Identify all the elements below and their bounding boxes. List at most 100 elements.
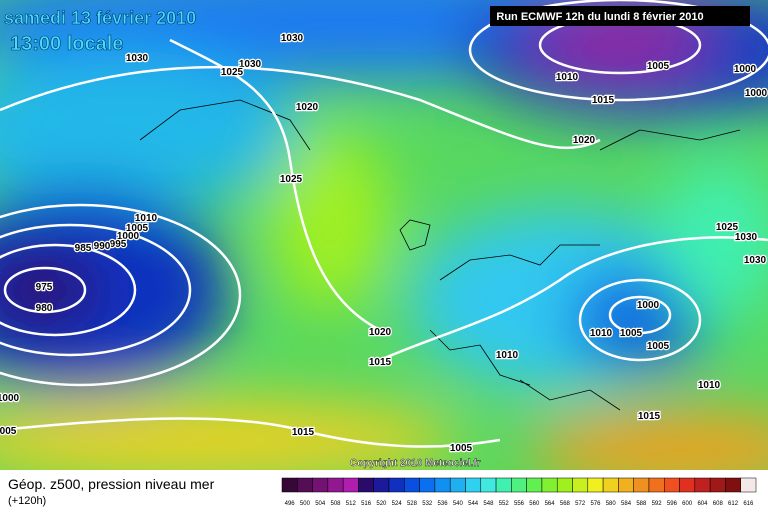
run-box [490, 6, 750, 26]
isobar-label: 1030 [281, 33, 304, 44]
colorbar-swatch [495, 477, 512, 493]
colorbar-label: 524 [392, 501, 403, 507]
colorbar: 496 500 504 508 512 516 520 524 528 532 536 540 544 5… [281, 477, 757, 507]
isobar-label: 1030 [735, 232, 758, 243]
colorbar-swatch [572, 477, 589, 493]
colorbar-label: 528 [407, 501, 418, 507]
colorbar-swatch [388, 477, 405, 493]
date-title: samedi 13 février 2010 [4, 8, 196, 28]
colorbar-label: 512 [346, 501, 357, 507]
isobar-label: 1010 [590, 328, 613, 339]
isobar-label: 1010 [135, 213, 158, 224]
isobar-labels: 1030103010301025102010251020101510101005… [0, 32, 768, 456]
colorbar-swatch [633, 477, 650, 493]
colorbar-swatch [740, 477, 757, 493]
colorbar-label: 572 [575, 501, 586, 507]
isobar-label: 1005 [620, 328, 643, 339]
isobar-label: 1015 [592, 95, 615, 106]
isobar-label: 1000 [0, 393, 20, 404]
colorbar-label: 532 [422, 501, 433, 507]
colorbar-swatch [664, 477, 680, 493]
isobar-label: 1015 [638, 411, 661, 422]
colorbar-swatch [281, 477, 298, 493]
colorbar-swatch [709, 477, 726, 493]
isobar-label: 1030 [744, 255, 767, 266]
colorbar-label: 596 [667, 501, 678, 507]
run-info: Run ECMWF 12h du lundi 8 février 2010 [496, 11, 703, 23]
isobar-label: 1020 [296, 102, 319, 113]
colorbar-swatch [679, 477, 696, 493]
colorbar-swatch [694, 477, 711, 493]
colorbar-swatch [618, 477, 634, 493]
isobar-label: 975 [36, 282, 53, 293]
isobar-label: 005 [0, 426, 17, 437]
isobar-label: 980 [36, 303, 53, 314]
isobar-label: 1005 [647, 61, 670, 72]
colorbar-label: 600 [682, 501, 693, 507]
isobar-label: 1015 [292, 427, 315, 438]
colorbar-label: 540 [453, 501, 464, 507]
colorbar-label: 544 [468, 501, 479, 507]
map-area: 1030103010301025102010251020101510101005… [0, 0, 768, 470]
colorbar-swatch [465, 477, 482, 493]
colorbar-swatch [602, 477, 619, 493]
colorbar-label: 520 [376, 501, 387, 507]
isobar-label: 1030 [239, 59, 262, 70]
isobar-label: 1005 [126, 223, 149, 234]
isobar-label: 1010 [698, 380, 721, 391]
colorbar-swatch [480, 477, 497, 493]
isobar-label: 1000 [637, 300, 660, 311]
colorbar-label: 548 [483, 501, 494, 507]
colorbar-swatch [404, 477, 420, 493]
colorbar-label: 608 [713, 501, 724, 507]
isobar-label: 995 [110, 239, 127, 250]
isobar-label: 1010 [556, 72, 579, 83]
colorbar-label: 580 [606, 501, 617, 507]
colorbar-label: 616 [743, 501, 754, 507]
colorbar-label: 568 [560, 501, 571, 507]
colorbar-label: 604 [697, 501, 708, 507]
colorbar-swatch [511, 477, 527, 493]
colorbar-swatch [358, 477, 374, 493]
colorbar-label: 552 [499, 501, 510, 507]
colorbar-label: 564 [545, 501, 556, 507]
colorbar-label: 536 [438, 501, 449, 507]
colorbar-swatch [327, 477, 344, 493]
colorbar-label: 516 [361, 501, 372, 507]
isobar-label: 1000 [734, 64, 757, 75]
colorbar-label: 504 [315, 501, 326, 507]
isobar-label: 1015 [369, 357, 392, 368]
colorbar-swatch [434, 477, 451, 493]
colorbar-swatch [449, 477, 466, 493]
colorbar-swatch [587, 477, 604, 493]
colorbar-swatch [297, 477, 313, 493]
copyright: Copyright 2010 Meteociel.fr [350, 458, 481, 469]
colorbar-label: 556 [514, 501, 525, 507]
colorbar-label: 612 [728, 501, 739, 507]
colorbar-label: 588 [636, 501, 647, 507]
time-title: 13:00 locale [10, 33, 123, 55]
colorbar-swatch [725, 477, 741, 493]
colorbar-swatch [419, 477, 436, 493]
isobar-label: 1000 [117, 231, 140, 242]
isobar-label: 1010 [496, 350, 519, 361]
isobar-label: 1025 [716, 222, 739, 233]
legend-subtitle: (+120h) [8, 495, 46, 507]
colorbar-swatch [648, 477, 665, 493]
isobar-label: 1020 [369, 327, 392, 338]
colorbar-label: 560 [529, 501, 540, 507]
isobar-label: 985 [75, 243, 92, 254]
isobar-label: 990 [94, 241, 111, 252]
colorbar-label: 500 [300, 501, 311, 507]
isobar-label: 1030 [126, 53, 149, 64]
colorbar-swatch [342, 477, 359, 493]
colorbar-label: 592 [652, 501, 663, 507]
colorbar-swatch [526, 477, 543, 493]
colorbar-label: 508 [331, 501, 342, 507]
legend-title: Géop. z500, pression niveau mer [8, 476, 215, 492]
isobar-label: 1000 [745, 88, 768, 99]
isobar-label: 1020 [573, 135, 596, 146]
colorbar-swatch [373, 477, 390, 493]
